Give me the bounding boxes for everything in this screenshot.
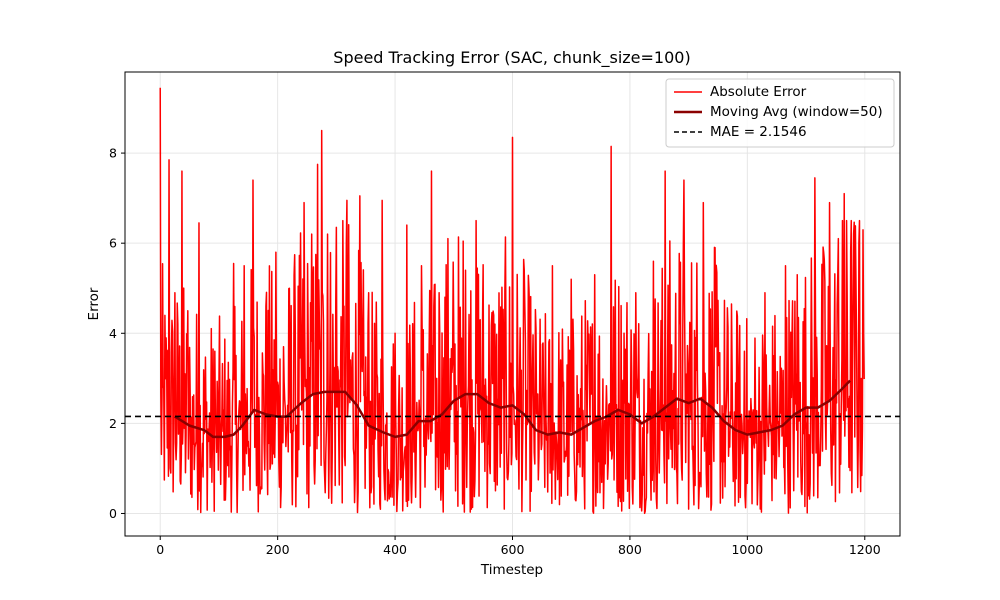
legend-label-absolute-error: Absolute Error — [710, 84, 807, 100]
x-tick-label: 600 — [501, 542, 525, 557]
series-absolute-error — [159, 87, 865, 515]
y-tick-label: 0 — [109, 506, 117, 521]
x-tick-label: 800 — [618, 542, 642, 557]
y-axis-label: Error — [86, 287, 102, 320]
y-tick-label: 6 — [109, 236, 117, 251]
x-tick-label: 1000 — [731, 542, 763, 557]
axis-ticks: 0 200 400 600 800 1000 1200 0 2 4 6 8 — [109, 146, 881, 557]
y-tick-label: 4 — [109, 326, 117, 341]
x-axis-label: Timestep — [480, 562, 543, 578]
x-tick-label: 1200 — [849, 542, 881, 557]
legend-label-moving-avg: Moving Avg (window=50) — [710, 104, 883, 120]
legend-box — [665, 78, 895, 148]
plot-series — [125, 87, 900, 515]
y-tick-label: 2 — [109, 416, 117, 431]
legend: Absolute Error Moving Avg (window=50) MA… — [665, 78, 895, 148]
chart-title: Speed Tracking Error (SAC, chunk_size=10… — [333, 48, 690, 68]
y-tick-label: 8 — [109, 146, 117, 161]
x-tick-label: 400 — [383, 542, 407, 557]
plot-frame — [124, 71, 901, 537]
legend-label-mae: MAE = 2.1546 — [710, 124, 807, 140]
x-tick-label: 0 — [156, 542, 164, 557]
x-tick-label: 200 — [266, 542, 290, 557]
series-moving-average — [174, 379, 851, 439]
